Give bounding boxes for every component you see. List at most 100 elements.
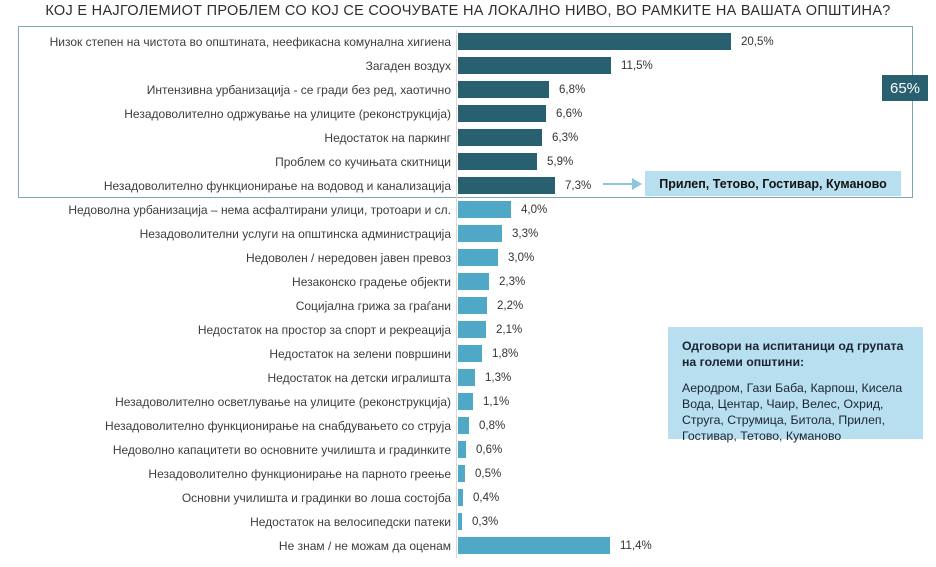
dark-group-outline-box (18, 26, 913, 198)
info-box-heading: Одговори на испитаници од групата на гол… (682, 339, 904, 369)
bar (458, 249, 498, 266)
chart-row: Низок степен на чистота во општината, не… (0, 30, 936, 54)
bar-value: 6,6% (556, 108, 583, 120)
bar-label: Не знам / не можам да оценам (278, 539, 451, 553)
bar (458, 153, 537, 170)
bar (458, 321, 486, 338)
chart-row: Недостаток на паркинг 6,3% (0, 126, 936, 150)
chart-row: Недостаток на простор за спорт и рекреац… (0, 318, 936, 342)
bar-track: 0,5% (456, 462, 936, 486)
bar-label: Недоволно капацитети во основните училиш… (112, 443, 451, 457)
bar-track: 0,4% (456, 486, 936, 510)
callout-arrow-icon (603, 183, 634, 185)
chart-row: Недоволна урбанизација – нема асфалтиран… (0, 198, 936, 222)
bar-label: Незадоволително функционирање на снабдув… (105, 419, 451, 433)
bar-label: Недоволна урбанизација – нема асфалтиран… (68, 203, 451, 217)
chart-row: Незадоволително осветлување на улиците (… (0, 390, 936, 414)
chart-row: Недостаток на велосипедски патеки 0,3% (0, 510, 936, 534)
chart-row: Интензивна урбанизација - се гради без р… (0, 78, 936, 102)
bar (458, 489, 463, 506)
bar (458, 393, 473, 410)
bar-label: Незадоволително функционирање на водовод… (103, 179, 451, 193)
chart-row: Не знам / не можам да оценам 11,4% (0, 534, 936, 558)
chart-row: Незадоволително функционирање на водовод… (0, 174, 936, 198)
bar-track: 6,3% (456, 126, 936, 150)
bar-value: 1,8% (492, 348, 519, 360)
bar (458, 105, 546, 122)
bar-value: 2,1% (496, 324, 523, 336)
bar-track: 6,8% (456, 78, 936, 102)
bar (458, 33, 731, 50)
bar-value: 0,3% (472, 516, 499, 528)
bar-track: 0,6% (456, 438, 936, 462)
bar-value: 7,3% (565, 180, 592, 192)
chart-rows: Низок степен на чистота во општината, не… (0, 30, 936, 558)
bar-track: 3,3% (456, 222, 936, 246)
bar-value: 0,5% (475, 468, 502, 480)
bar-value: 20,5% (741, 36, 774, 48)
bar-track: 2,2% (456, 294, 936, 318)
chart-row: Загаден воздух 11,5% (0, 54, 936, 78)
bar (458, 273, 489, 290)
bar-label: Проблем со кучињата скитници (275, 155, 451, 169)
bar-value: 6,8% (559, 84, 586, 96)
bar-label: Недостаток на простор за спорт и рекреац… (197, 323, 451, 337)
chart-row: Незаконско градење објекти 2,3% (0, 270, 936, 294)
bar-track: 6,6% (456, 102, 936, 126)
bar-track: 11,5% (456, 54, 936, 78)
bar-track: 0,3% (456, 510, 936, 534)
bar-value: 11,5% (621, 60, 653, 72)
bar (458, 177, 555, 194)
bar (458, 417, 469, 434)
bar (458, 201, 511, 218)
bar-label: Незаконско градење објекти (292, 275, 451, 289)
callout-arrowhead-icon (632, 178, 642, 190)
chart-row: Недостаток на детски игралишта 1,3% (0, 366, 936, 390)
bar-label: Незадоволително функционирање на парното… (148, 467, 451, 481)
info-box-large-municipalities: Одговори на испитаници од групата на гол… (668, 327, 923, 443)
bar-track: 11,4% (456, 534, 936, 558)
bar (458, 369, 475, 386)
bar-track: 0,8% (456, 414, 936, 438)
chart-row: Недоволен / нередовен јавен превоз 3,0% (0, 246, 936, 270)
bar (458, 345, 482, 362)
bar-label: Недостаток на зелени површини (269, 347, 451, 361)
chart-row: Социјална грижа за граѓани 2,2% (0, 294, 936, 318)
bar-track: 1,8% (456, 342, 936, 366)
bar-label: Загаден воздух (365, 59, 451, 73)
bar-track: 1,3% (456, 366, 936, 390)
bar-label: Социјална грижа за граѓани (295, 299, 451, 313)
bar-label: Незадоволително одржување на улиците (ре… (124, 107, 451, 121)
bar-value: 4,0% (521, 204, 548, 216)
bar-track: 2,3% (456, 270, 936, 294)
bar-label: Основни училишта и градинки во лоша сост… (181, 491, 451, 505)
chart-row: Недоволно капацитети во основните училиш… (0, 438, 936, 462)
bar-track: 7,3% (456, 174, 936, 198)
chart-row: Незадоволително одржување на улиците (ре… (0, 102, 936, 126)
bar-label: Недостаток на велосипедски патеки (250, 515, 451, 529)
bar-value: 2,3% (499, 276, 526, 288)
bar-label: Недостаток на паркинг (324, 131, 451, 145)
bar (458, 57, 611, 74)
bar-track: 2,1% (456, 318, 936, 342)
bar (458, 513, 462, 530)
bar (458, 81, 549, 98)
bar-track: 3,0% (456, 246, 936, 270)
bar-label: Незадоволителни услуги на општинска адми… (139, 227, 451, 241)
bar-label: Интензивна урбанизација - се гради без р… (146, 83, 451, 97)
bar-value: 6,3% (552, 132, 579, 144)
chart-row: Недостаток на зелени површини 1,8% (0, 342, 936, 366)
group-total-badge: 65% (882, 75, 928, 101)
chart-row: Проблем со кучињата скитници 5,9% (0, 150, 936, 174)
category-axis-line (456, 30, 457, 558)
bar-track: 4,0% (456, 198, 936, 222)
chart-row: Незадоволителни услуги на општинска адми… (0, 222, 936, 246)
chart-row: Основни училишта и градинки во лоша сост… (0, 486, 936, 510)
bar-value: 5,9% (547, 156, 574, 168)
bar-value: 0,4% (473, 492, 500, 504)
bar (458, 465, 465, 482)
callout-municipalities: Прилеп, Тетово, Гостивар, Куманово (645, 171, 901, 196)
bar (458, 441, 466, 458)
bar-track: 5,9% (456, 150, 936, 174)
